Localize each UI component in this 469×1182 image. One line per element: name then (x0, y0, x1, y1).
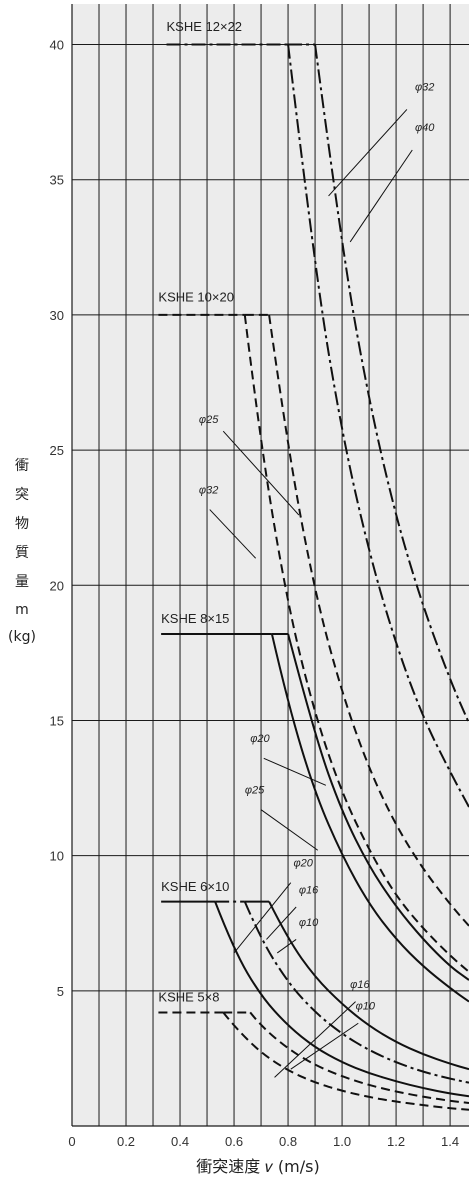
diameter-label: φ16 (350, 979, 370, 991)
y-axis-title-char: 質 (15, 545, 29, 561)
callout-leader (209, 509, 257, 559)
x-tick-label: 0.2 (117, 1134, 135, 1149)
callout-leader (349, 149, 413, 243)
diameter-label: φ10 (356, 1001, 376, 1013)
y-tick-label: 40 (50, 38, 64, 53)
series-curve (243, 901, 469, 1084)
y-axis-ticks: 5 10 15 20 25 30 35 40 (50, 38, 64, 999)
series-curve (268, 901, 469, 1071)
x-tick-label: 0.6 (225, 1134, 243, 1149)
series-group-label: KSHE 12×22 (167, 19, 243, 34)
y-tick-label: 35 (50, 173, 64, 188)
series-labels: KSHE 12×22 KSHE 10×20 KSHE 8×15 KSHE 6×10 KS… (158, 19, 242, 1005)
callout-leader (222, 430, 300, 516)
callout-leader (328, 109, 408, 197)
y-axis-title-char: (kg) (8, 629, 36, 645)
series-curve (268, 314, 469, 927)
y-tick-label: 5 (57, 984, 64, 999)
callout-leader (263, 757, 327, 786)
series-group-label: KSHE 8×15 (161, 611, 229, 626)
series-lines (158, 43, 469, 1111)
plot-background (72, 4, 469, 1126)
series-curve (287, 633, 469, 981)
series-curve (270, 633, 469, 1003)
y-tick-label: 25 (50, 443, 64, 458)
x-axis-ticks: 0 0.2 0.4 0.6 0.8 1.0 1.2 1.4 (68, 1134, 459, 1149)
callout-leader (290, 1022, 359, 1070)
y-tick-label: 30 (50, 308, 64, 323)
y-axis-title-char: 量 (15, 574, 29, 590)
series-curve (249, 1011, 469, 1104)
diameter-label: φ32 (199, 484, 218, 496)
diameter-label: φ20 (250, 733, 270, 745)
series-curve (287, 44, 469, 808)
y-axis-title-char: 突 (15, 487, 29, 503)
diameter-callouts: φ32 φ40 φ25 φ32 φ20 φ25 φ20 φ16 φ10 φ16 φ10 (199, 82, 435, 1078)
diameter-label: φ40 (415, 122, 435, 134)
y-axis-title-char: 衝 (15, 458, 29, 474)
y-tick-label: 10 (50, 849, 64, 864)
series-curve (222, 1011, 469, 1111)
x-tick-label: 0 (68, 1134, 75, 1149)
y-axis-title-char: m (15, 602, 29, 618)
series-group-label: KSHE 6×10 (161, 879, 229, 894)
diameter-label: φ20 (293, 857, 313, 869)
y-axis-title-char: 物 (15, 516, 29, 532)
x-tick-label: 0.8 (279, 1134, 297, 1149)
diameter-label: φ16 (299, 884, 319, 896)
callout-leader (260, 809, 319, 851)
x-axis-title: 衝突速度 𝑣 (m/s) (196, 1157, 319, 1176)
x-tick-label: 0.4 (171, 1134, 189, 1149)
y-tick-label: 20 (50, 578, 64, 593)
x-tick-label: 1.2 (387, 1134, 405, 1149)
callout-leader (274, 1001, 356, 1078)
series-group-label: KSHE 5×8 (158, 990, 219, 1005)
diameter-label: φ25 (245, 784, 265, 796)
series-curve (243, 314, 469, 973)
grid (71, 4, 469, 1127)
callout-leader (266, 906, 297, 940)
diameter-label: φ32 (415, 82, 434, 94)
diameter-label: φ10 (299, 917, 319, 929)
callout-leader (233, 882, 292, 954)
callout-leader (276, 939, 297, 954)
y-tick-label: 15 (50, 713, 64, 728)
series-curve (214, 901, 469, 1098)
diameter-label: φ25 (199, 414, 219, 426)
x-tick-label: 1.0 (333, 1134, 351, 1149)
x-tick-label: 1.4 (441, 1134, 459, 1149)
series-group-label: KSHE 10×20 (158, 289, 234, 304)
series-curve (314, 44, 469, 724)
